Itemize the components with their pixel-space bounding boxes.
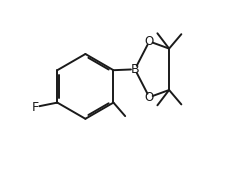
Text: O: O xyxy=(145,35,154,48)
Text: F: F xyxy=(32,101,39,114)
Text: B: B xyxy=(130,63,139,76)
Text: O: O xyxy=(145,91,154,104)
